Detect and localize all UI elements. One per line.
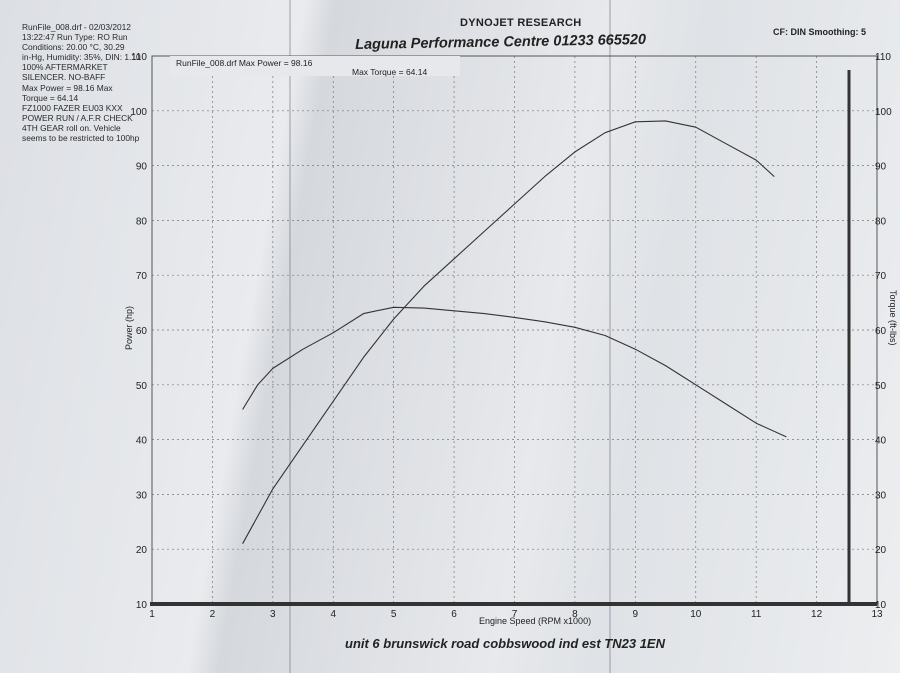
- x-tick-label: 1: [149, 609, 155, 620]
- run-info-line: RunFile_008.drf - 02/03/2012: [22, 22, 131, 32]
- y2-tick-label: 100: [875, 107, 892, 118]
- power-curve: [242, 120, 775, 544]
- y2-axis-title: Torque (ft-lbs): [888, 290, 898, 346]
- y2-tick-label: 90: [875, 162, 887, 173]
- run-info-line: 100% AFTERMARKET: [22, 62, 108, 73]
- run-info-line: seems to be restricted to 100hp: [22, 133, 140, 144]
- run-info-line: Conditions: 20.00 °C, 30.29: [22, 42, 125, 53]
- legend-box: [170, 56, 460, 76]
- paper-fold: [609, 0, 611, 673]
- x-tick-label: 8: [572, 609, 578, 620]
- run-info-line: SILENCER. NO-BAFF: [22, 72, 106, 83]
- company-name: DYNOJET RESEARCH: [460, 17, 582, 29]
- legend-power: RunFile_008.drf Max Power = 98.16: [176, 58, 313, 68]
- run-info-line: FZ1000 FAZER EU03 KXX: [22, 102, 123, 113]
- x-tick-label: 4: [330, 609, 336, 620]
- x-tick-label: 11: [751, 609, 762, 620]
- run-info-line: in-Hg, Humidity: 35%, DIN: 1.10: [22, 52, 141, 63]
- legend-torque: Max Torque = 64.14: [352, 67, 427, 77]
- run-info-line: 4TH GEAR roll on. Vehicle: [22, 122, 121, 133]
- y2-tick-label: 50: [875, 381, 887, 392]
- y-axis-title: Power (hp): [124, 306, 134, 350]
- x-tick-labels: 1 2 3 4 5 6 7 8 9 10 11 12 13: [149, 609, 883, 620]
- y-tick-label: 80: [136, 216, 148, 227]
- correction-factor: CF: DIN Smoothing: 5: [773, 27, 866, 37]
- run-info-line: Torque = 64.14: [22, 92, 79, 103]
- torque-curve: [242, 306, 787, 438]
- x-tick-label: 13: [871, 609, 883, 620]
- x-tick-label: 7: [512, 609, 518, 620]
- y-tick-label: 30: [136, 490, 148, 501]
- y2-tick-label: 110: [875, 52, 891, 63]
- y2-tick-label: 10: [875, 600, 887, 611]
- chart-grid: [152, 56, 877, 604]
- run-info-line: 13:22:47 Run Type: RO Run: [22, 32, 128, 43]
- x-tick-label: 10: [690, 609, 702, 620]
- x-tick-label: 3: [270, 609, 276, 620]
- y2-tick-labels: 10 20 30 40 50 60 70 80 90 100 110: [875, 52, 892, 611]
- y-tick-label: 50: [136, 381, 148, 392]
- y2-tick-label: 40: [875, 436, 887, 447]
- y-tick-label: 10: [136, 600, 148, 611]
- y-tick-label: 90: [136, 162, 148, 173]
- x-tick-label: 5: [391, 609, 397, 620]
- y-tick-label: 110: [131, 52, 147, 63]
- x-tick-label: 12: [811, 609, 823, 620]
- run-info: RunFile_008.drf - 02/03/2012 13:22:47 Ru…: [22, 22, 167, 143]
- y-tick-label: 20: [136, 545, 148, 556]
- y2-tick-label: 20: [875, 545, 887, 556]
- run-info-line: Max Power = 98.16 Max: [22, 82, 113, 93]
- paper-fold: [289, 0, 291, 673]
- y2-tick-label: 30: [875, 490, 887, 501]
- x-tick-label: 9: [633, 609, 639, 620]
- x-tick-label: 6: [451, 609, 457, 620]
- y2-tick-label: 70: [875, 271, 887, 282]
- y-tick-labels: 10 20 30 40 50 60 70 80 90 100 110: [130, 52, 147, 611]
- x-tick-label: 2: [210, 609, 216, 620]
- x-axis-title: Engine Speed (RPM x1000): [479, 616, 591, 626]
- chart-series: [242, 120, 787, 544]
- y-tick-label: 70: [136, 271, 148, 282]
- y2-tick-label: 80: [875, 216, 887, 227]
- y2-tick-label: 60: [875, 326, 887, 337]
- footer-address: unit 6 brunswick road cobbswood ind est …: [345, 636, 665, 651]
- run-info-line: POWER RUN / A.F.R CHECK: [22, 112, 133, 123]
- y-tick-label: 100: [130, 107, 147, 118]
- y-tick-label: 60: [136, 326, 148, 337]
- y-tick-label: 40: [136, 436, 148, 447]
